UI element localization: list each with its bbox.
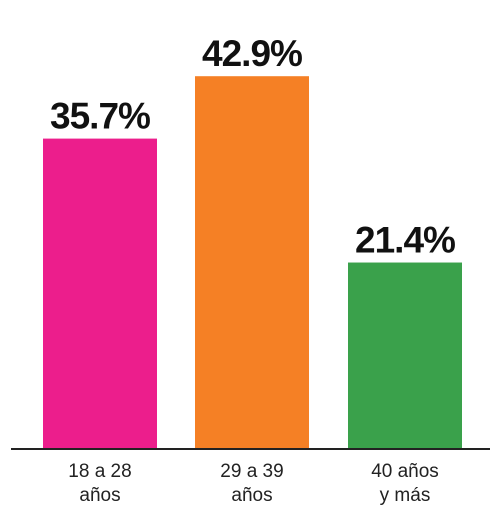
- value-labels-group: 35.7% 42.9% 21.4%: [50, 33, 456, 261]
- category-label-line: y más: [380, 485, 431, 506]
- category-label-1: 18 a 28 años: [68, 461, 131, 506]
- bar-3: [348, 262, 462, 448]
- value-label-1: 35.7%: [50, 96, 150, 137]
- category-label-line: 29 a 39: [220, 461, 283, 482]
- bar-1: [43, 138, 157, 448]
- category-label-line: años: [79, 485, 120, 506]
- category-label-3: 40 años y más: [371, 461, 439, 506]
- value-label-2: 42.9%: [202, 33, 302, 74]
- category-label-line: 40 años: [371, 461, 439, 482]
- category-label-line: 18 a 28: [68, 461, 131, 482]
- category-label-2: 29 a 39 años: [220, 461, 283, 506]
- value-label-3: 21.4%: [355, 220, 455, 261]
- category-labels-group: 18 a 28 años 29 a 39 años 40 años y más: [68, 461, 439, 506]
- bar-2: [195, 76, 309, 448]
- category-label-line: años: [231, 485, 272, 506]
- bars-group: [43, 76, 462, 448]
